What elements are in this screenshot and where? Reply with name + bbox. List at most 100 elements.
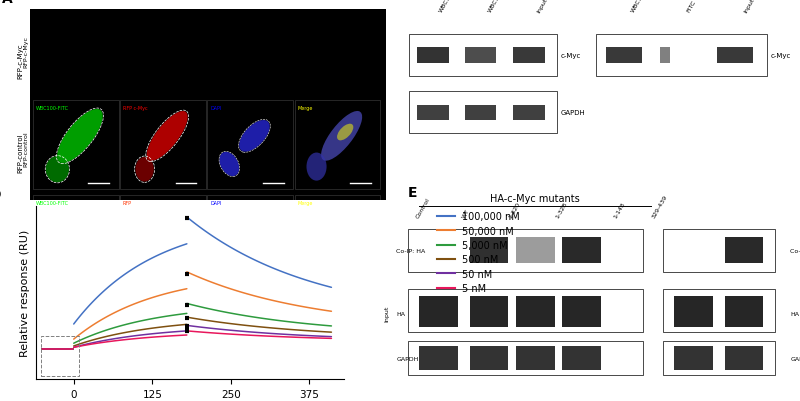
Bar xyxy=(408,229,643,272)
Text: WBC100-FITC: WBC100-FITC xyxy=(36,105,69,110)
Bar xyxy=(120,101,206,190)
Text: 1-320: 1-320 xyxy=(508,200,522,219)
Text: WBC100-FITC: WBC100-FITC xyxy=(438,0,464,14)
Text: WT: WT xyxy=(462,207,471,219)
Text: DAPI: DAPI xyxy=(210,105,222,110)
Bar xyxy=(606,48,642,63)
Bar xyxy=(662,341,775,375)
Ellipse shape xyxy=(219,152,239,177)
Bar xyxy=(33,196,118,285)
Bar xyxy=(409,35,557,77)
Text: GAPDH: GAPDH xyxy=(396,356,418,361)
Text: WBC100-FITC: WBC100-FITC xyxy=(36,200,69,205)
Bar xyxy=(418,48,449,63)
Bar xyxy=(660,48,670,63)
Text: Co-IP: HA: Co-IP: HA xyxy=(790,249,800,254)
Ellipse shape xyxy=(57,109,102,163)
Bar xyxy=(470,237,508,263)
Text: Input: Input xyxy=(743,0,755,14)
Bar xyxy=(408,341,643,375)
Bar xyxy=(470,296,508,327)
Y-axis label: Relative response (RU): Relative response (RU) xyxy=(21,229,30,356)
Text: RFP-c-Myc: RFP-c-Myc xyxy=(24,36,29,68)
Bar xyxy=(465,105,496,120)
Bar xyxy=(514,48,545,63)
Ellipse shape xyxy=(149,207,186,257)
Bar xyxy=(516,346,554,371)
Bar xyxy=(41,336,78,376)
Text: WBC100+WBC100-FITC: WBC100+WBC100-FITC xyxy=(487,0,528,14)
Text: RFP-control: RFP-control xyxy=(18,133,23,173)
Text: WBC100-FITC: WBC100-FITC xyxy=(630,0,655,14)
Bar xyxy=(662,289,775,332)
Text: Input: Input xyxy=(536,0,549,14)
Text: 329-439: 329-439 xyxy=(651,193,669,219)
Ellipse shape xyxy=(306,153,326,181)
Text: B: B xyxy=(403,0,414,2)
Bar xyxy=(562,237,601,263)
Bar xyxy=(418,105,449,120)
Text: 1-143: 1-143 xyxy=(613,200,626,219)
Ellipse shape xyxy=(239,121,270,152)
Text: RFP c-Myc: RFP c-Myc xyxy=(123,105,147,110)
Text: DAPI: DAPI xyxy=(210,200,222,205)
Bar xyxy=(207,196,293,285)
Text: E: E xyxy=(408,186,418,200)
Bar xyxy=(465,48,496,63)
Bar xyxy=(725,237,763,263)
Text: HA: HA xyxy=(790,311,799,316)
Bar xyxy=(294,196,380,285)
Bar xyxy=(409,92,557,134)
Text: RFP: RFP xyxy=(123,200,132,205)
Bar xyxy=(33,101,118,190)
Bar xyxy=(516,237,554,263)
Text: C: C xyxy=(590,0,600,2)
Ellipse shape xyxy=(219,249,245,275)
Text: FITC: FITC xyxy=(686,0,698,14)
Text: Control: Control xyxy=(415,196,431,219)
Bar xyxy=(516,296,554,327)
Bar xyxy=(725,346,763,371)
Text: HA: HA xyxy=(396,311,405,316)
Legend: 100,000 nM, 50,000 nM, 5,000 nM, 500 nM, 50 nM, 5 nM: 100,000 nM, 50,000 nM, 5,000 nM, 500 nM,… xyxy=(433,208,524,298)
Bar xyxy=(674,296,713,327)
Ellipse shape xyxy=(337,124,354,141)
Bar xyxy=(470,346,508,371)
Text: D: D xyxy=(0,187,2,201)
Bar xyxy=(419,296,458,327)
Bar xyxy=(725,296,763,327)
Bar xyxy=(596,35,767,77)
Text: c-Myc: c-Myc xyxy=(771,53,791,59)
Text: 1-328: 1-328 xyxy=(554,200,568,219)
Bar xyxy=(207,101,293,190)
Bar xyxy=(562,346,601,371)
Bar xyxy=(294,101,380,190)
Bar xyxy=(408,289,643,332)
Ellipse shape xyxy=(321,112,362,161)
Bar xyxy=(120,196,206,285)
Text: Input: Input xyxy=(385,305,390,322)
Text: HA-c-Myc mutants: HA-c-Myc mutants xyxy=(490,193,580,203)
Ellipse shape xyxy=(146,112,188,161)
Bar xyxy=(674,346,713,371)
Text: Co-IP: HA: Co-IP: HA xyxy=(396,249,426,254)
Bar xyxy=(514,105,545,120)
Bar xyxy=(717,48,753,63)
Text: GAPDH: GAPDH xyxy=(790,356,800,361)
Bar xyxy=(662,229,775,272)
Text: Merge: Merge xyxy=(298,200,313,205)
Ellipse shape xyxy=(233,208,268,255)
Bar xyxy=(419,346,458,371)
Ellipse shape xyxy=(46,157,69,183)
Text: RFP-c-Myc: RFP-c-Myc xyxy=(18,44,23,79)
Text: c-Myc: c-Myc xyxy=(561,53,581,59)
Text: A: A xyxy=(2,0,13,6)
Ellipse shape xyxy=(135,158,154,182)
Ellipse shape xyxy=(307,248,330,276)
Text: Merge: Merge xyxy=(298,105,313,110)
Ellipse shape xyxy=(133,248,156,276)
Text: RFP-control: RFP-control xyxy=(24,131,29,167)
Bar xyxy=(562,296,601,327)
Text: GAPDH: GAPDH xyxy=(561,110,585,116)
Ellipse shape xyxy=(323,208,360,255)
